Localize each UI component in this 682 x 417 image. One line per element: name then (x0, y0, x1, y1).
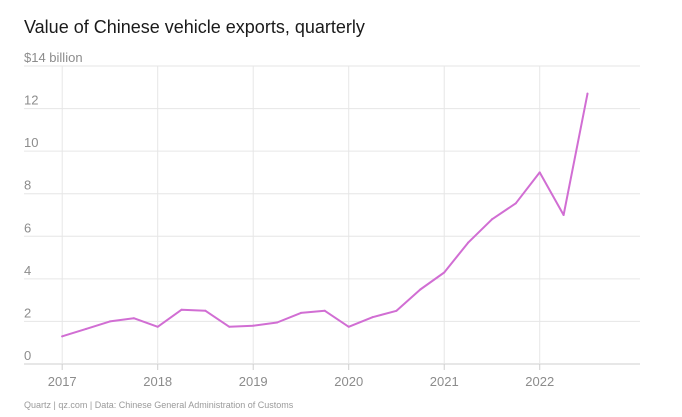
data-point (252, 324, 255, 327)
y-tick-label: 4 (24, 263, 31, 278)
data-point (586, 92, 589, 95)
data-point (443, 271, 446, 274)
data-point (371, 316, 374, 319)
y-tick-label: 0 (24, 348, 31, 363)
y-tick-label: 8 (24, 178, 31, 193)
series-line (61, 92, 589, 338)
data-point (85, 327, 88, 330)
data-point (419, 288, 422, 291)
data-point (61, 335, 64, 338)
series-group (61, 92, 589, 338)
y-tick-label: 6 (24, 220, 31, 235)
data-point (204, 309, 207, 312)
source-note: Quartz | qz.com | Data: Chinese General … (24, 400, 294, 410)
x-tick-label: 2020 (334, 374, 363, 389)
data-point (395, 309, 398, 312)
data-point (299, 311, 302, 314)
data-point (276, 321, 279, 324)
y-tick-label: 2 (24, 305, 31, 320)
x-tick-label: 2022 (525, 374, 554, 389)
chart-title: Value of Chinese vehicle exports, quarte… (24, 17, 365, 37)
y-tick-label: 12 (24, 93, 38, 108)
y-axis-ticks: 0 2 4 6 8 10 12 $14 billion (24, 50, 83, 363)
data-point (347, 325, 350, 328)
x-tick-label: 2018 (143, 374, 172, 389)
x-tick-label: 2017 (48, 374, 77, 389)
data-point (467, 241, 470, 244)
y-axis-label: $14 billion (24, 50, 83, 65)
y-tick-label: 10 (24, 135, 38, 150)
x-tick-label: 2019 (239, 374, 268, 389)
data-point (490, 218, 493, 221)
data-point (538, 171, 541, 174)
x-axis-ticks: 2017 2018 2019 2020 2021 2022 (48, 374, 554, 389)
data-point (132, 317, 135, 320)
data-point (323, 309, 326, 312)
data-point (156, 325, 159, 328)
data-point (108, 320, 111, 323)
gridlines (24, 65, 640, 370)
x-tick-label: 2021 (430, 374, 459, 389)
data-point (562, 214, 565, 216)
data-point (180, 308, 183, 311)
data-point (514, 202, 517, 205)
data-point (228, 325, 231, 328)
